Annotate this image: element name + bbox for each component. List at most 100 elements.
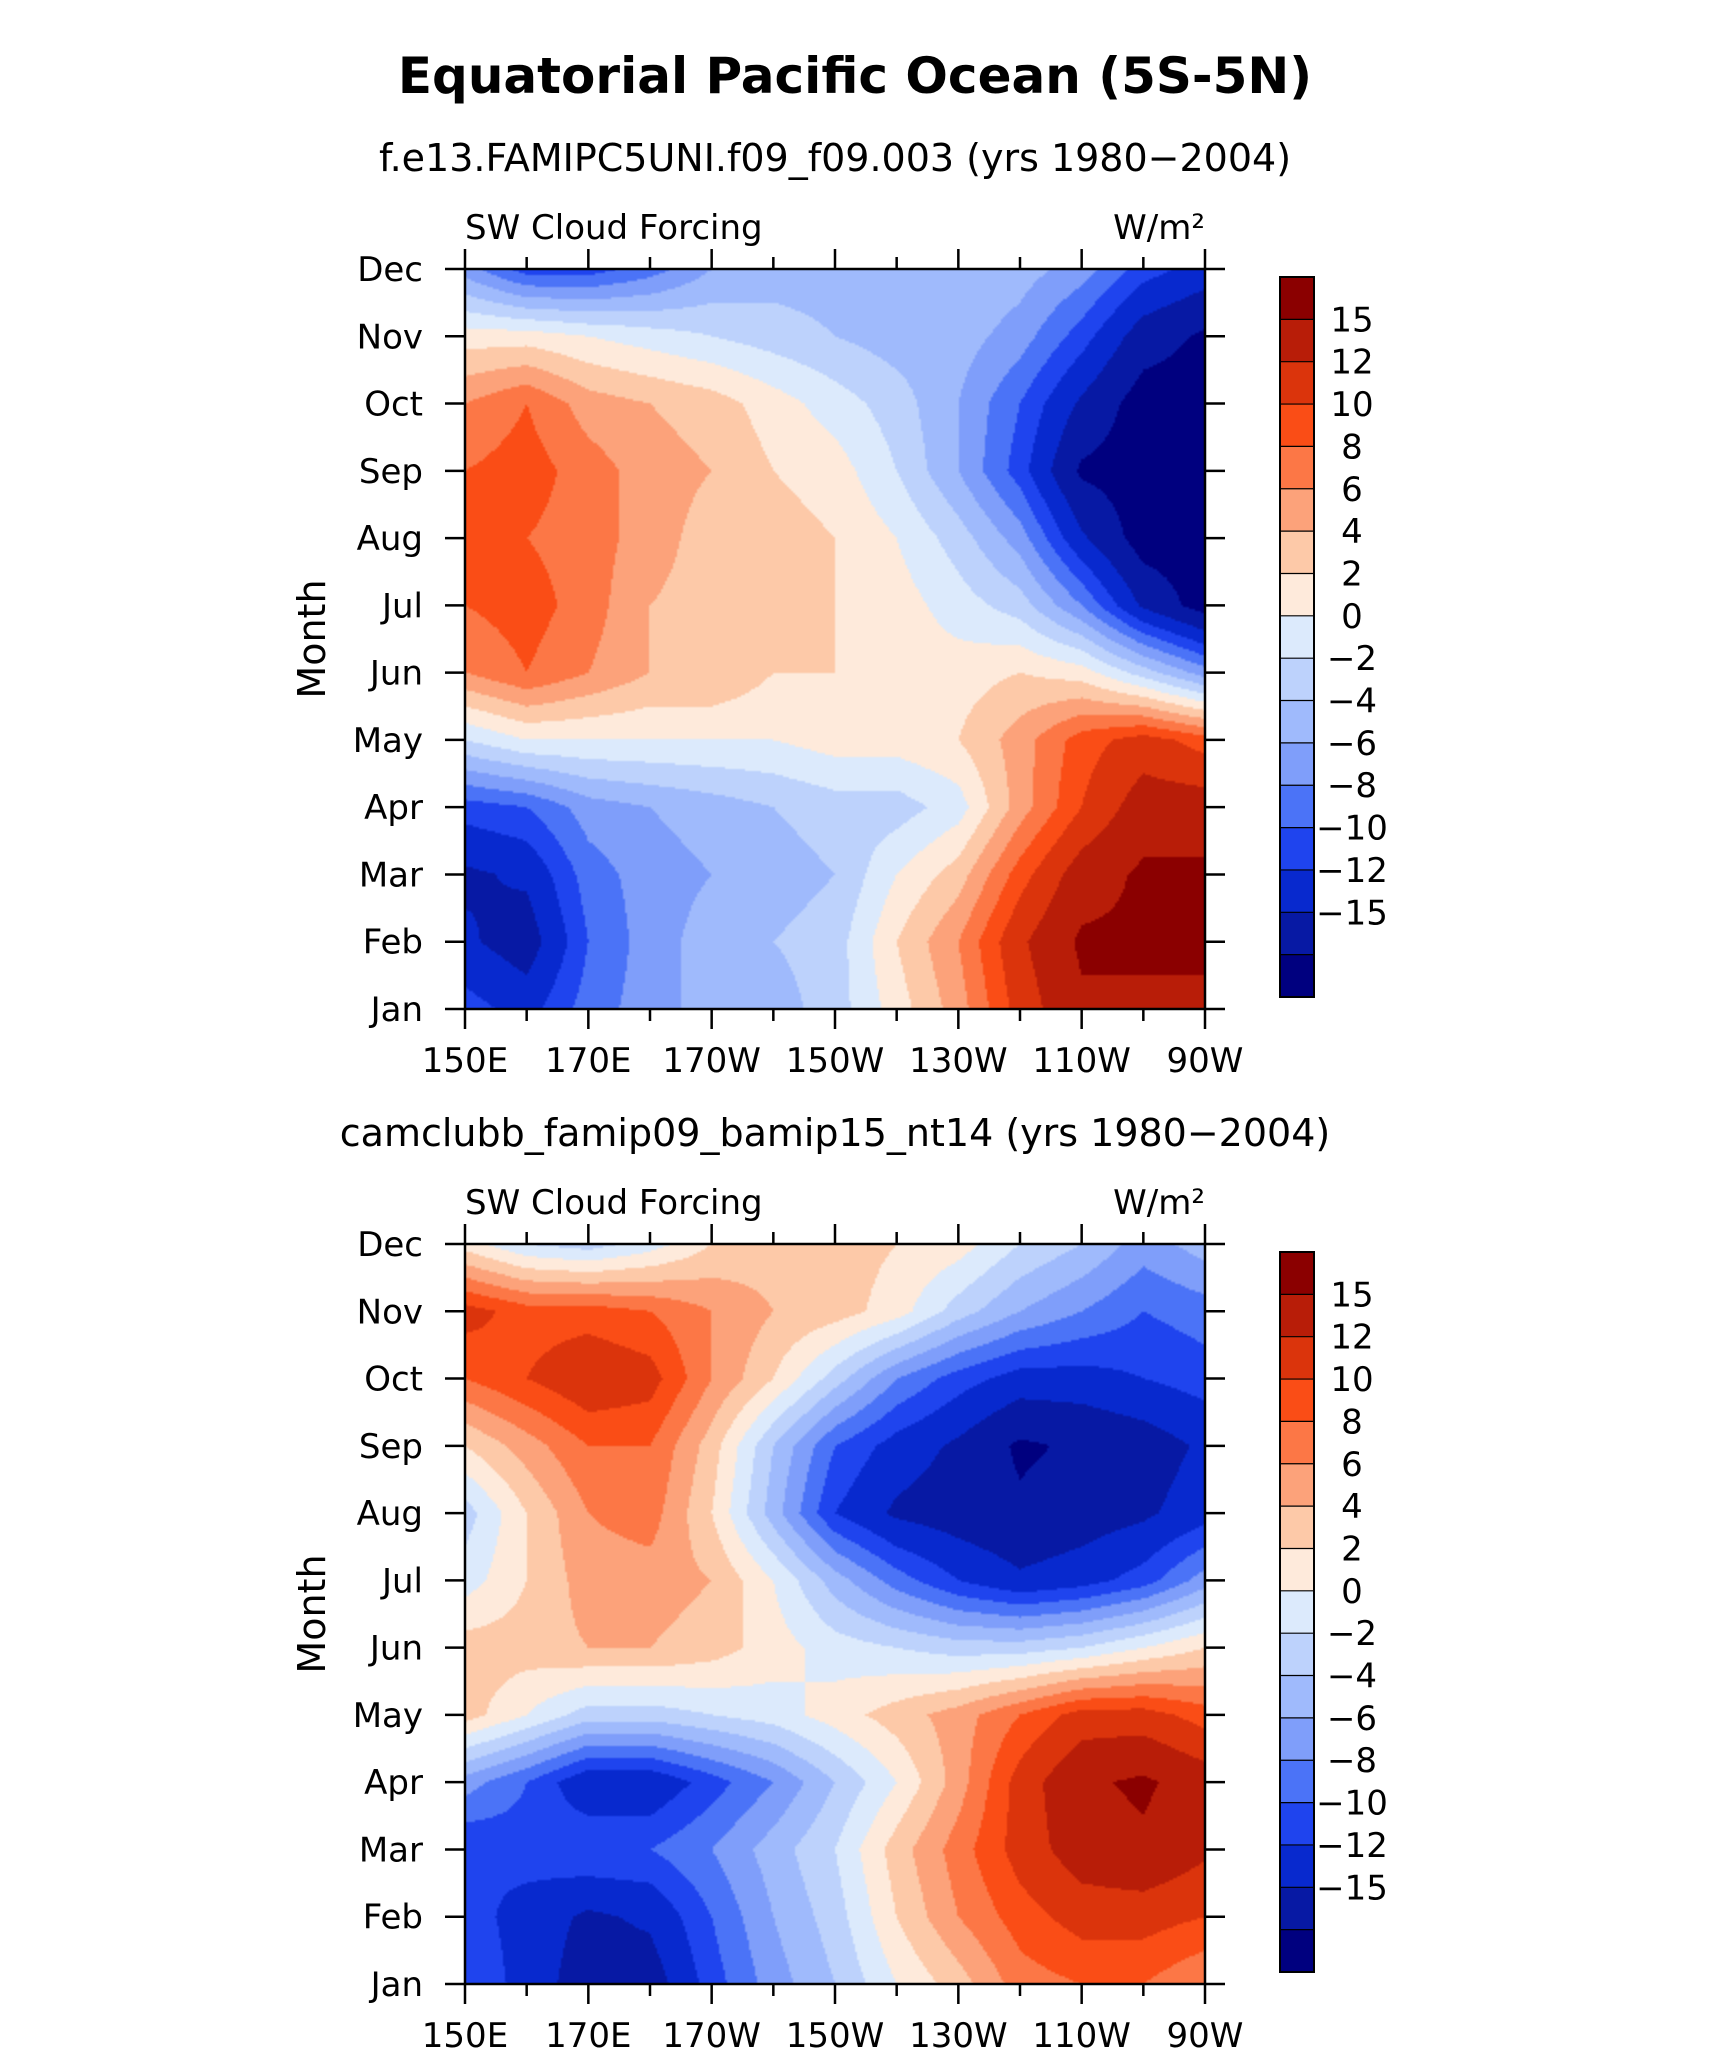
panel-1: f.e13.FAMIPC5UNI.f09_f09.003 (yrs 1980−2…	[290, 136, 1388, 1081]
colorbar-swatch	[1280, 1548, 1314, 1592]
colorbar-swatch	[1280, 1675, 1314, 1719]
colorbar-swatch	[1280, 404, 1314, 448]
colorbar-swatch	[1280, 1379, 1314, 1423]
y-tick-label: Apr	[364, 788, 423, 828]
y-tick-label: Sep	[359, 1427, 423, 1467]
y-axis-title: Month	[290, 579, 334, 698]
colorbar-swatch	[1280, 488, 1314, 532]
colorbar-label: −2	[1327, 639, 1377, 679]
x-tick-label: 130W	[909, 2016, 1008, 2056]
colorbar-label: 6	[1341, 1445, 1363, 1485]
colorbar-label: −8	[1327, 1741, 1377, 1781]
colorbar-swatch	[1280, 658, 1314, 702]
colorbar-label: −10	[1316, 809, 1388, 849]
colorbar-label: −15	[1316, 1868, 1388, 1908]
y-tick-label: Jan	[369, 990, 423, 1030]
colorbar-swatch	[1280, 1336, 1314, 1380]
y-tick-label: Dec	[357, 250, 423, 290]
colorbar-swatch	[1280, 1252, 1314, 1295]
colorbar-swatch	[1280, 1294, 1314, 1338]
x-tick-label: 170W	[662, 2016, 761, 2056]
y-tick-label: Jan	[369, 1965, 423, 2005]
main-title: Equatorial Pacific Ocean (5S-5N)	[398, 47, 1312, 105]
colorbar-swatch	[1280, 446, 1314, 490]
y-tick-label: Aug	[357, 519, 423, 559]
heatmap-field	[465, 1244, 1205, 1984]
colorbar-label: −6	[1327, 724, 1377, 764]
y-axis-title: Month	[290, 1554, 334, 1673]
x-tick-label: 90W	[1167, 1041, 1244, 1081]
colorbar-frame	[1279, 276, 1315, 998]
y-tick-label: Aug	[357, 1494, 423, 1534]
colorbar-label: 2	[1341, 554, 1363, 594]
colorbar-swatch	[1280, 700, 1314, 744]
colorbar-label: −4	[1327, 1657, 1377, 1697]
colorbar-swatch	[1280, 319, 1314, 363]
y-tick-label: May	[353, 1696, 423, 1736]
colorbar-label: 10	[1330, 1360, 1373, 1400]
y-tick-label: Jul	[380, 1561, 423, 1601]
colorbar-label: −6	[1327, 1699, 1377, 1739]
colorbar-label: 15	[1330, 300, 1373, 340]
panel-title: f.e13.FAMIPC5UNI.f09_f09.003 (yrs 1980−2…	[379, 136, 1291, 180]
colorbar-label: −4	[1327, 682, 1377, 722]
y-tick-label: Feb	[363, 923, 423, 963]
colorbar-label: 10	[1330, 385, 1373, 425]
colorbar-label: 12	[1330, 1318, 1373, 1358]
y-tick-label: Feb	[363, 1898, 423, 1938]
panel-2: camclubb_famip09_bamip15_nt14 (yrs 1980−…	[290, 1111, 1388, 2056]
x-tick-label: 170W	[662, 1041, 761, 1081]
heatmap-field	[465, 269, 1205, 1009]
y-tick-label: Jun	[368, 654, 423, 694]
colorbar-swatch	[1280, 1633, 1314, 1677]
colorbar-label: −12	[1316, 1826, 1388, 1866]
x-tick-label: 150W	[786, 2016, 885, 2056]
colorbar-swatch	[1280, 1506, 1314, 1550]
units-label: W/m²	[1113, 1183, 1205, 1223]
y-tick-label: Sep	[359, 452, 423, 492]
y-tick-label: Mar	[359, 1830, 423, 1870]
colorbar-swatch	[1280, 1717, 1314, 1761]
colorbar-swatch	[1280, 615, 1314, 659]
colorbar-frame	[1279, 1251, 1315, 1973]
colorbar-label: 8	[1341, 1402, 1363, 1442]
colorbar-swatch	[1280, 1421, 1314, 1465]
colorbar-swatch	[1280, 1887, 1314, 1931]
colorbar-label: 4	[1341, 512, 1363, 552]
units-label: W/m²	[1113, 208, 1205, 248]
colorbar-label: −15	[1316, 893, 1388, 933]
colorbar-swatch	[1280, 869, 1314, 913]
colorbar-swatch	[1280, 361, 1314, 405]
variable-label: SW Cloud Forcing	[465, 1183, 763, 1223]
x-tick-label: 110W	[1032, 2016, 1131, 2056]
colorbar-label: −12	[1316, 851, 1388, 891]
x-tick-label: 150E	[422, 2016, 508, 2056]
colorbar-label: 15	[1330, 1275, 1373, 1315]
colorbar-swatch	[1280, 1590, 1314, 1634]
colorbar-label: 8	[1341, 427, 1363, 467]
colorbar-swatch	[1280, 1463, 1314, 1507]
y-tick-label: Oct	[364, 1360, 423, 1400]
y-tick-label: Nov	[357, 317, 423, 357]
colorbar-swatch	[1280, 1760, 1314, 1804]
colorbar-label: 0	[1341, 597, 1363, 637]
panel-title: camclubb_famip09_bamip15_nt14 (yrs 1980−…	[340, 1111, 1330, 1155]
colorbar-swatch	[1280, 785, 1314, 829]
colorbar-swatch	[1280, 1929, 1314, 1973]
colorbar-swatch	[1280, 1802, 1314, 1846]
y-tick-label: Jul	[380, 586, 423, 626]
x-tick-label: 170E	[545, 2016, 631, 2056]
x-tick-label: 90W	[1167, 2016, 1244, 2056]
colorbar-swatch	[1280, 531, 1314, 575]
colorbar-swatch	[1280, 827, 1314, 871]
y-tick-label: Nov	[357, 1292, 423, 1332]
colorbar-label: −10	[1316, 1784, 1388, 1824]
colorbar-label: 12	[1330, 343, 1373, 383]
colorbar-label: −2	[1327, 1614, 1377, 1654]
colorbar-swatch	[1280, 742, 1314, 786]
x-tick-label: 170E	[545, 1041, 631, 1081]
colorbar-swatch	[1280, 912, 1314, 956]
colorbar-label: 4	[1341, 1487, 1363, 1527]
colorbar-label: 2	[1341, 1529, 1363, 1569]
